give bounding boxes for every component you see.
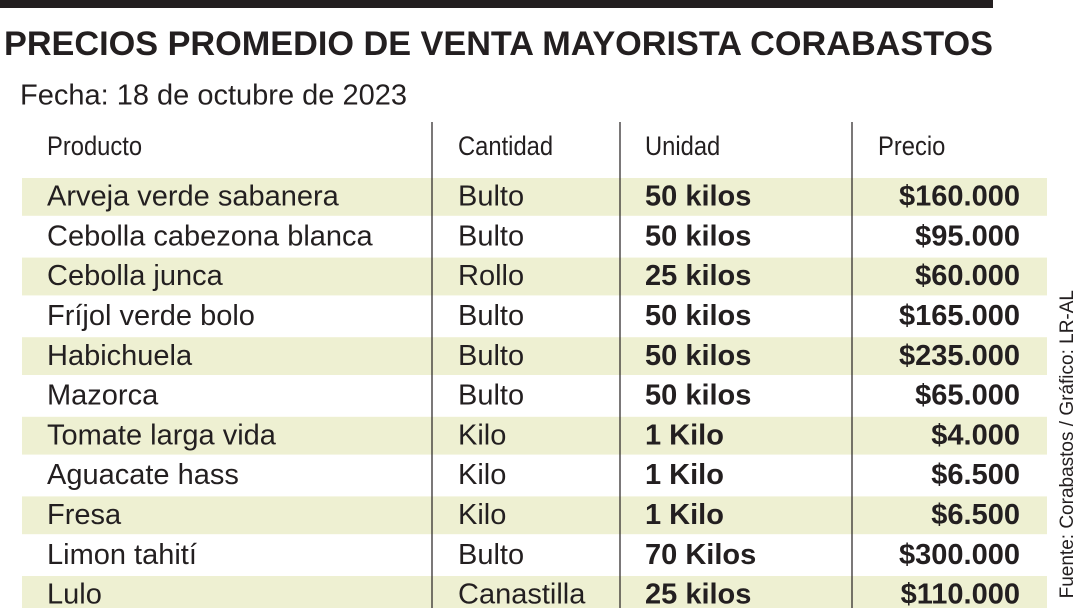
product: Fríjol verde bolo (47, 300, 255, 332)
unit: 25 kilos (645, 579, 751, 608)
row-shade (22, 257, 1047, 296)
price: $165.000 (899, 300, 1020, 332)
price: $65.000 (915, 380, 1020, 412)
quantity: Bulto (458, 340, 524, 372)
quantity: Kilo (458, 499, 506, 531)
quantity: Bulto (458, 539, 524, 571)
price: $6.500 (931, 499, 1020, 531)
unit: 1 Kilo (645, 459, 724, 491)
price: $6.500 (931, 459, 1020, 491)
row-shade (22, 416, 1047, 455)
quantity: Bulto (458, 181, 524, 213)
quantity: Bulto (458, 300, 524, 332)
quantity: Canastilla (458, 579, 586, 608)
product: Limon tahití (47, 539, 197, 571)
product: Arveja verde sabanera (47, 181, 340, 213)
unit: 50 kilos (645, 220, 751, 252)
column-header: Producto (47, 132, 142, 162)
subtitle: Fecha: 18 de octubre de 2023 (20, 80, 407, 112)
unit: 50 kilos (645, 300, 751, 332)
unit: 70 Kilos (645, 539, 756, 571)
top-bar (0, 0, 993, 8)
product: Tomate larga vida (47, 419, 277, 451)
row-shade (22, 576, 1047, 608)
quantity: Bulto (458, 380, 524, 412)
title: PRECIOS PROMEDIO DE VENTA MAYORISTA CORA… (4, 25, 993, 63)
row-shade (22, 337, 1047, 375)
unit: 25 kilos (645, 260, 751, 292)
column-header: Cantidad (458, 132, 553, 162)
unit: 1 Kilo (645, 499, 724, 531)
unit: 50 kilos (645, 181, 751, 213)
unit: 1 Kilo (645, 419, 724, 451)
product: Mazorca (47, 380, 159, 412)
product: Fresa (47, 499, 122, 531)
product: Cebolla junca (47, 260, 224, 292)
row-shade (22, 496, 1047, 535)
price: $95.000 (915, 220, 1020, 252)
quantity: Kilo (458, 419, 506, 451)
table: Producto Cantidad Unidad Precio Arveja verde… (22, 122, 1047, 608)
column-header: Unidad (645, 132, 720, 162)
product: Cebolla cabezona blanca (47, 220, 374, 252)
row-shade (22, 178, 1047, 216)
unit: 50 kilos (645, 340, 751, 372)
quantity: Rollo (458, 260, 524, 292)
price: $160.000 (899, 181, 1020, 213)
source: Fuente: Corabastos / Gráfico: LR-AL (1057, 290, 1078, 598)
price: $110.000 (901, 579, 1020, 608)
price: $235.000 (899, 340, 1020, 372)
price: $4.000 (931, 419, 1020, 451)
price: $300.000 (899, 539, 1020, 571)
product: Aguacate hass (47, 459, 239, 491)
product: Lulo (47, 579, 102, 608)
price: $60.000 (915, 260, 1020, 292)
unit: 50 kilos (645, 380, 751, 412)
quantity: Bulto (458, 220, 524, 252)
column-header: Precio (878, 132, 945, 162)
quantity: Kilo (458, 459, 506, 491)
product: Habichuela (47, 340, 193, 372)
